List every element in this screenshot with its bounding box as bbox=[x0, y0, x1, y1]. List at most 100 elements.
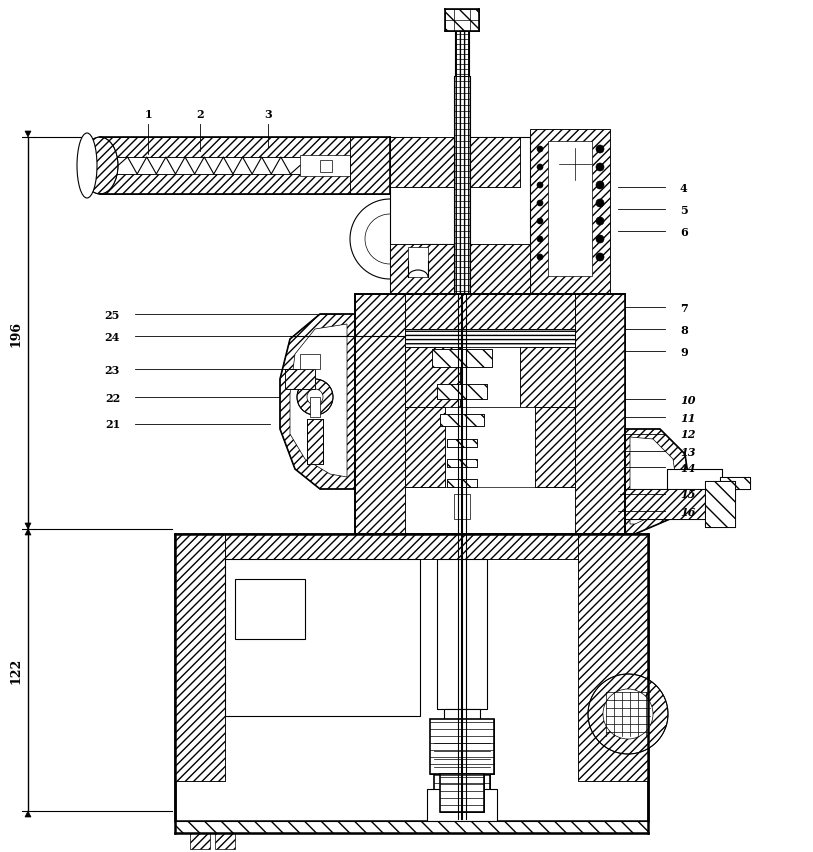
Bar bbox=[285, 370, 315, 389]
Bar bbox=[440, 415, 484, 427]
Bar bbox=[355, 295, 405, 534]
Bar bbox=[535, 407, 575, 487]
Circle shape bbox=[537, 183, 543, 189]
Text: 9: 9 bbox=[680, 346, 688, 357]
Bar bbox=[548, 141, 592, 277]
Bar bbox=[437, 384, 487, 400]
Bar bbox=[430, 719, 494, 774]
Text: 11: 11 bbox=[680, 412, 695, 423]
Text: 8: 8 bbox=[680, 324, 688, 335]
Bar bbox=[427, 789, 497, 821]
Bar bbox=[705, 481, 735, 527]
Bar bbox=[575, 295, 625, 534]
Bar bbox=[720, 477, 750, 489]
Circle shape bbox=[559, 149, 591, 181]
Bar bbox=[445, 10, 479, 32]
Text: 1: 1 bbox=[144, 109, 152, 120]
Bar bbox=[447, 440, 477, 447]
Bar bbox=[100, 138, 390, 158]
Circle shape bbox=[537, 255, 543, 261]
Bar bbox=[390, 138, 520, 187]
Bar bbox=[455, 245, 530, 295]
Bar bbox=[705, 481, 735, 527]
Bar bbox=[454, 494, 470, 520]
Bar bbox=[430, 719, 494, 774]
Bar bbox=[430, 719, 494, 774]
Bar bbox=[190, 821, 210, 849]
Circle shape bbox=[537, 164, 543, 170]
Text: 16: 16 bbox=[680, 506, 695, 517]
Bar bbox=[705, 481, 735, 527]
Bar bbox=[720, 477, 750, 489]
Bar bbox=[405, 407, 575, 487]
Bar bbox=[300, 354, 320, 370]
Ellipse shape bbox=[82, 138, 118, 195]
Circle shape bbox=[537, 147, 543, 153]
Bar bbox=[667, 469, 722, 494]
Bar bbox=[285, 370, 315, 389]
Text: 196: 196 bbox=[10, 320, 23, 347]
Circle shape bbox=[596, 218, 604, 226]
Bar bbox=[405, 330, 575, 348]
Bar bbox=[444, 709, 480, 769]
Bar bbox=[405, 330, 575, 348]
Bar bbox=[625, 489, 705, 520]
Circle shape bbox=[596, 146, 604, 154]
Bar bbox=[350, 138, 390, 195]
Text: 21: 21 bbox=[105, 419, 120, 430]
Bar bbox=[437, 560, 487, 709]
Text: 7: 7 bbox=[680, 302, 688, 314]
Circle shape bbox=[596, 181, 604, 190]
Bar bbox=[667, 469, 722, 494]
Bar bbox=[455, 32, 469, 77]
Polygon shape bbox=[25, 529, 31, 535]
Text: 12: 12 bbox=[680, 429, 695, 440]
Text: 23: 23 bbox=[105, 364, 120, 375]
Text: 2: 2 bbox=[196, 109, 204, 120]
Bar bbox=[355, 295, 625, 534]
Circle shape bbox=[307, 389, 323, 406]
Bar bbox=[320, 160, 332, 172]
Bar bbox=[310, 398, 320, 417]
Polygon shape bbox=[290, 325, 347, 477]
Bar bbox=[454, 77, 470, 295]
Bar bbox=[535, 407, 575, 487]
Bar bbox=[405, 407, 445, 487]
Circle shape bbox=[537, 201, 543, 207]
Bar bbox=[434, 741, 490, 791]
Bar bbox=[225, 534, 578, 560]
Bar bbox=[437, 384, 487, 400]
Bar bbox=[225, 534, 578, 560]
Bar bbox=[625, 489, 705, 520]
Bar bbox=[427, 789, 497, 821]
Text: 13: 13 bbox=[680, 446, 695, 457]
Bar bbox=[578, 534, 648, 781]
Bar bbox=[720, 477, 750, 489]
Bar bbox=[405, 348, 460, 407]
Bar bbox=[215, 821, 235, 849]
Bar bbox=[355, 295, 405, 534]
Bar bbox=[100, 138, 390, 158]
Text: 25: 25 bbox=[105, 309, 120, 320]
Bar bbox=[390, 138, 520, 187]
Text: 14: 14 bbox=[680, 462, 695, 473]
Bar bbox=[300, 156, 350, 177]
Bar bbox=[437, 560, 487, 709]
Text: 24: 24 bbox=[105, 331, 120, 343]
Bar bbox=[455, 32, 469, 77]
Bar bbox=[405, 295, 575, 330]
Text: 10: 10 bbox=[680, 394, 695, 405]
Bar bbox=[440, 774, 484, 812]
Bar bbox=[625, 489, 705, 520]
Polygon shape bbox=[25, 523, 31, 529]
Polygon shape bbox=[25, 811, 31, 817]
Bar bbox=[530, 130, 610, 295]
Circle shape bbox=[596, 236, 604, 244]
Text: 122: 122 bbox=[10, 657, 23, 683]
Bar bbox=[405, 295, 575, 330]
Polygon shape bbox=[625, 429, 690, 534]
Bar bbox=[307, 419, 323, 464]
Bar bbox=[175, 534, 648, 821]
Bar bbox=[455, 245, 530, 295]
Circle shape bbox=[603, 689, 653, 740]
